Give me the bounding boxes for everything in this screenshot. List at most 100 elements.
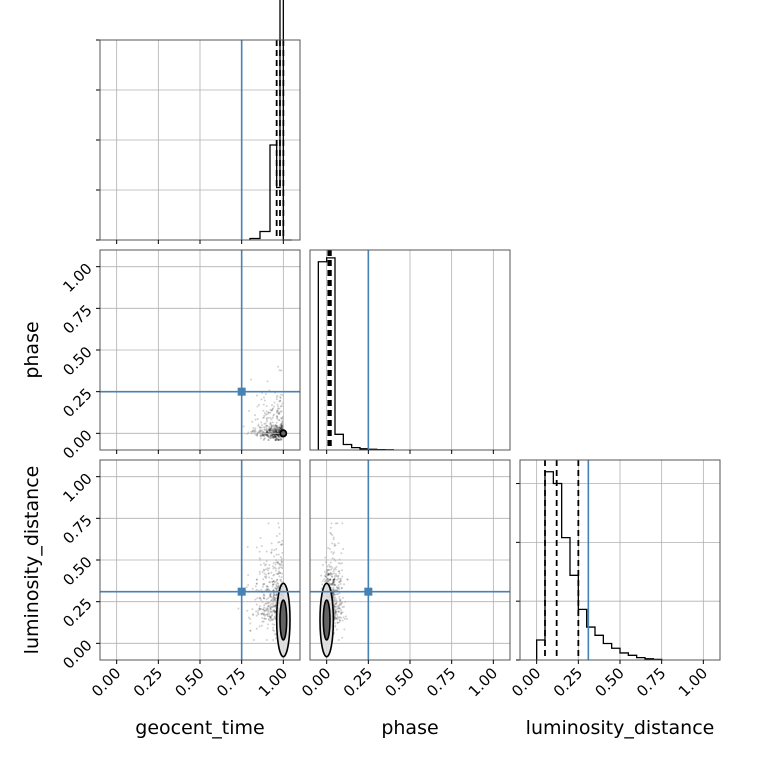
sample-point-phase_vs_geocent_time — [275, 426, 278, 429]
sample-point-luminosity_distance_vs_geocent_time — [269, 619, 272, 622]
sample-point-phase_vs_geocent_time — [279, 438, 282, 441]
sample-point-luminosity_distance_vs_phase — [338, 618, 341, 621]
sample-point-phase_vs_geocent_time — [266, 413, 269, 416]
sample-point-luminosity_distance_vs_phase — [336, 615, 339, 618]
sample-point-phase_vs_geocent_time — [274, 424, 277, 427]
sample-point-phase_vs_geocent_time — [276, 437, 279, 440]
sample-point-phase_vs_geocent_time — [271, 434, 274, 437]
sample-point-phase_vs_geocent_time — [270, 433, 273, 436]
sample-point-luminosity_distance_vs_geocent_time — [266, 608, 269, 611]
sample-point-phase_vs_geocent_time — [280, 422, 283, 425]
sample-point-luminosity_distance_vs_phase — [339, 580, 342, 583]
sample-point-phase_vs_geocent_time — [273, 426, 276, 429]
sample-point-luminosity_distance_vs_phase — [333, 598, 336, 601]
sample-point-phase_vs_geocent_time — [276, 433, 279, 436]
sample-point-phase_vs_geocent_time — [270, 436, 273, 439]
sample-point-luminosity_distance_vs_phase — [333, 578, 336, 581]
sample-point-luminosity_distance_vs_phase — [340, 612, 343, 615]
sample-point-phase_vs_geocent_time — [269, 416, 272, 419]
sample-point-phase_vs_geocent_time — [270, 426, 273, 429]
sample-point-luminosity_distance_vs_phase — [327, 547, 330, 550]
sample-point-luminosity_distance_vs_geocent_time — [273, 610, 276, 613]
sample-point-luminosity_distance_vs_geocent_time — [268, 564, 271, 567]
sample-point-luminosity_distance_vs_geocent_time — [261, 620, 264, 623]
sample-point-phase_vs_geocent_time — [259, 430, 262, 433]
sample-point-luminosity_distance_vs_phase — [339, 619, 342, 622]
sample-point-luminosity_distance_vs_phase — [331, 589, 334, 592]
sample-point-luminosity_distance_vs_geocent_time — [258, 605, 261, 608]
sample-point-luminosity_distance_vs_geocent_time — [279, 578, 282, 581]
sample-point-luminosity_distance_vs_geocent_time — [269, 593, 272, 596]
xtick-label-phase-3: 0.75 — [423, 664, 459, 700]
sample-point-luminosity_distance_vs_geocent_time — [271, 623, 274, 626]
sample-point-phase_vs_geocent_time — [275, 426, 278, 429]
sample-point-luminosity_distance_vs_geocent_time — [267, 572, 270, 575]
sample-point-luminosity_distance_vs_phase — [333, 616, 336, 619]
sample-point-luminosity_distance_vs_geocent_time — [273, 549, 276, 552]
sample-point-phase_vs_geocent_time — [263, 429, 266, 432]
x-axis-label-luminosity-distance: luminosity_distance — [526, 717, 715, 739]
sample-point-luminosity_distance_vs_geocent_time — [260, 612, 263, 615]
sample-point-phase_vs_geocent_time — [280, 425, 283, 428]
sample-point-luminosity_distance_vs_phase — [333, 593, 336, 596]
sample-point-phase_vs_geocent_time — [280, 427, 283, 430]
sample-point-phase_vs_geocent_time — [263, 434, 266, 437]
sample-point-phase_vs_geocent_time — [266, 380, 269, 383]
sample-point-luminosity_distance_vs_phase — [321, 583, 324, 586]
sample-point-phase_vs_geocent_time — [260, 429, 263, 432]
sample-point-luminosity_distance_vs_geocent_time — [271, 580, 274, 583]
sample-point-luminosity_distance_vs_phase — [332, 592, 335, 595]
sample-point-phase_vs_geocent_time — [260, 434, 263, 437]
sample-point-luminosity_distance_vs_phase — [329, 573, 332, 576]
sample-point-phase_vs_geocent_time — [270, 425, 273, 428]
sample-point-luminosity_distance_vs_phase — [332, 593, 335, 596]
sample-point-phase_vs_geocent_time — [259, 435, 262, 438]
sample-point-luminosity_distance_vs_geocent_time — [274, 611, 277, 614]
sample-point-luminosity_distance_vs_geocent_time — [249, 629, 252, 632]
sample-point-phase_vs_geocent_time — [275, 411, 278, 414]
sample-point-luminosity_distance_vs_geocent_time — [268, 615, 271, 618]
sample-point-phase_vs_geocent_time — [277, 428, 280, 431]
sample-point-luminosity_distance_vs_phase — [341, 562, 344, 565]
sample-point-luminosity_distance_vs_geocent_time — [249, 617, 252, 620]
sample-point-luminosity_distance_vs_geocent_time — [270, 552, 273, 555]
sample-point-phase_vs_geocent_time — [272, 429, 275, 432]
sample-point-luminosity_distance_vs_phase — [320, 587, 323, 590]
sample-point-luminosity_distance_vs_geocent_time — [277, 522, 280, 525]
sample-point-luminosity_distance_vs_geocent_time — [266, 627, 269, 630]
sample-point-luminosity_distance_vs_phase — [342, 605, 345, 608]
truth-marker-phase_vs_geocent_time — [237, 387, 246, 396]
sample-point-phase_vs_geocent_time — [274, 431, 277, 434]
sample-point-luminosity_distance_vs_phase — [339, 603, 342, 606]
sample-point-luminosity_distance_vs_phase — [336, 618, 339, 621]
sample-point-luminosity_distance_vs_geocent_time — [259, 536, 262, 539]
sample-point-phase_vs_geocent_time — [266, 425, 269, 428]
sample-point-luminosity_distance_vs_phase — [335, 593, 338, 596]
sample-point-luminosity_distance_vs_phase — [332, 568, 335, 571]
sample-point-phase_vs_geocent_time — [276, 434, 279, 437]
sample-point-luminosity_distance_vs_geocent_time — [273, 605, 276, 608]
sample-point-luminosity_distance_vs_geocent_time — [265, 585, 268, 588]
sample-point-luminosity_distance_vs_phase — [333, 608, 336, 611]
sample-point-phase_vs_geocent_time — [253, 414, 256, 417]
sample-point-phase_vs_geocent_time — [276, 433, 279, 436]
sample-point-luminosity_distance_vs_phase — [342, 547, 345, 550]
sample-point-phase_vs_geocent_time — [265, 420, 268, 423]
sample-point-phase_vs_geocent_time — [268, 428, 271, 431]
sample-point-phase_vs_geocent_time — [273, 435, 276, 438]
sample-point-phase_vs_geocent_time — [270, 429, 273, 432]
sample-point-luminosity_distance_vs_geocent_time — [260, 613, 263, 616]
sample-point-phase_vs_geocent_time — [265, 430, 268, 433]
ytick-label-phase-0: 0.00 — [59, 426, 95, 462]
sample-point-phase_vs_geocent_time — [269, 428, 272, 431]
sample-point-phase_vs_geocent_time — [261, 433, 264, 436]
sample-point-phase_vs_geocent_time — [275, 424, 278, 427]
sample-point-luminosity_distance_vs_phase — [327, 579, 330, 582]
sample-point-phase_vs_geocent_time — [276, 410, 279, 413]
sample-point-luminosity_distance_vs_phase — [336, 617, 339, 620]
sample-point-luminosity_distance_vs_phase — [327, 568, 330, 571]
sample-point-phase_vs_geocent_time — [277, 439, 280, 441]
sample-point-phase_vs_geocent_time — [279, 427, 282, 430]
sample-point-luminosity_distance_vs_geocent_time — [262, 596, 265, 599]
sample-point-phase_vs_geocent_time — [268, 428, 271, 431]
